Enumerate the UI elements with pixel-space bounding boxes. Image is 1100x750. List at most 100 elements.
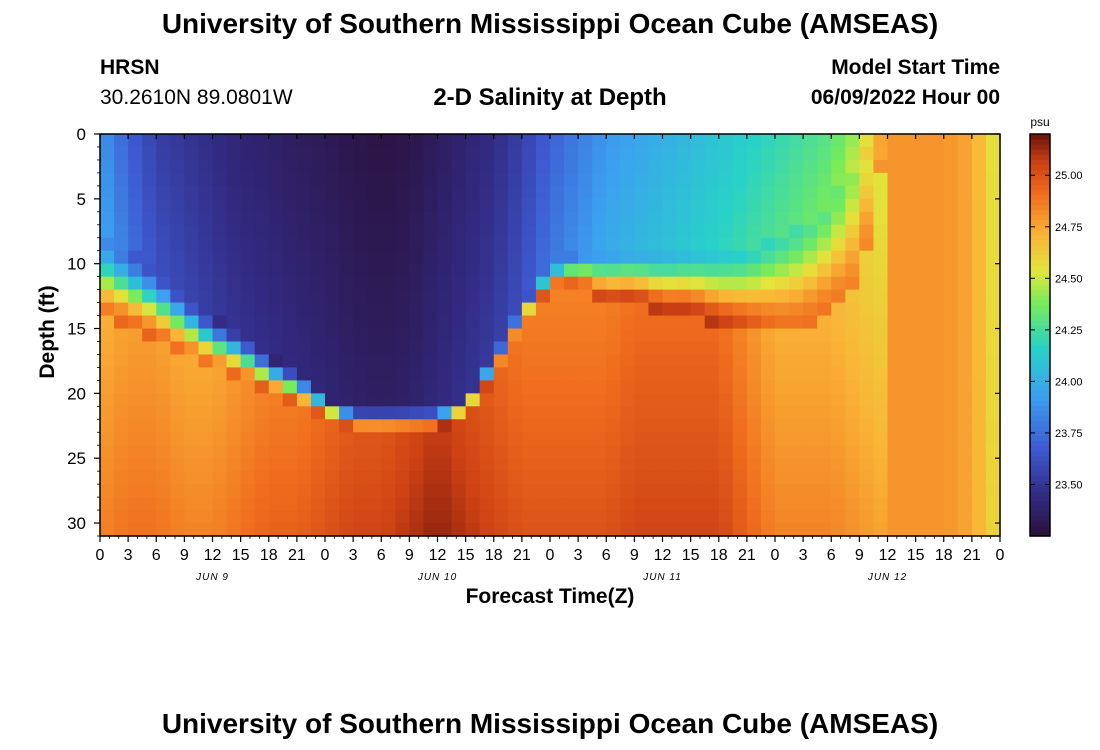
heatmap-cell xyxy=(339,134,354,148)
heatmap-cell xyxy=(831,185,846,200)
heatmap-cell xyxy=(282,263,298,278)
heatmap-cell xyxy=(929,198,945,213)
heatmap-cell xyxy=(521,237,537,252)
heatmap-cell xyxy=(381,432,396,446)
colorbar-cell xyxy=(1030,525,1050,532)
heatmap-cell xyxy=(493,289,509,304)
heatmap-cell xyxy=(971,380,987,394)
heatmap-cell xyxy=(746,367,762,381)
heatmap-cell xyxy=(845,237,860,252)
heatmap-cell xyxy=(648,172,664,187)
heatmap-cell xyxy=(662,250,678,265)
heatmap-cell xyxy=(803,250,818,265)
heatmap-cell xyxy=(296,237,312,252)
heatmap-cell xyxy=(282,172,298,187)
heatmap-cell xyxy=(325,146,340,161)
heatmap-cell xyxy=(550,237,565,252)
heatmap-cell xyxy=(887,172,903,187)
heatmap-cell xyxy=(831,224,846,239)
heatmap-cell xyxy=(915,406,931,420)
heatmap-cell xyxy=(100,471,115,485)
heatmap-cell xyxy=(395,198,410,213)
heatmap-cell xyxy=(803,185,818,200)
heatmap-cell xyxy=(142,172,157,187)
heatmap-cell xyxy=(634,263,650,278)
heatmap-cell xyxy=(971,146,987,161)
heatmap-cell xyxy=(381,289,396,304)
heatmap-cell xyxy=(550,134,565,148)
heatmap-cell xyxy=(704,406,720,420)
heatmap-cell xyxy=(184,172,200,187)
heatmap-cell xyxy=(732,406,748,420)
heatmap-cell xyxy=(803,328,818,343)
heatmap-cell xyxy=(465,484,481,498)
heatmap-cell xyxy=(184,224,200,239)
heatmap-cell xyxy=(760,315,776,330)
heatmap-cell xyxy=(760,432,776,446)
heatmap-cell xyxy=(521,146,537,161)
heatmap-cell xyxy=(310,458,326,472)
heatmap-cell xyxy=(198,134,214,148)
heatmap-cell xyxy=(212,523,228,537)
heatmap-cell xyxy=(985,458,1001,472)
y-tick-label: 0 xyxy=(77,125,86,144)
colorbar-cell xyxy=(1030,340,1050,346)
heatmap-cell xyxy=(550,263,565,278)
heatmap-cell xyxy=(170,237,185,252)
heatmap-cell xyxy=(915,341,931,356)
heatmap-cell xyxy=(310,159,326,174)
heatmap-cell xyxy=(831,406,846,420)
heatmap-cell xyxy=(128,510,143,524)
heatmap-cell xyxy=(564,497,579,511)
heatmap-cell xyxy=(957,250,973,265)
heatmap-cell xyxy=(662,276,678,291)
heatmap-cell xyxy=(212,302,228,317)
heatmap-cell xyxy=(606,341,621,356)
heatmap-cell xyxy=(296,172,312,187)
heatmap-cell xyxy=(690,250,706,265)
x-tick-label: 0 xyxy=(96,547,105,564)
colorbar-cell xyxy=(1030,159,1050,165)
heatmap-cell xyxy=(367,198,382,213)
heatmap-cell xyxy=(339,341,354,356)
heatmap-cell xyxy=(620,185,635,200)
heatmap-cell xyxy=(718,211,734,226)
heatmap-cell xyxy=(339,198,354,213)
heatmap-cell xyxy=(479,250,495,265)
heatmap-cell xyxy=(648,367,664,381)
heatmap-cell xyxy=(339,484,354,498)
heatmap-cell xyxy=(915,224,931,239)
heatmap-cell xyxy=(479,289,495,304)
heatmap-cell xyxy=(676,380,692,394)
heatmap-cell xyxy=(114,432,129,446)
colorbar-cell xyxy=(1030,284,1050,291)
heatmap-cell xyxy=(789,172,804,187)
heatmap-cell xyxy=(901,185,917,200)
heatmap-cell xyxy=(535,276,551,291)
heatmap-cell xyxy=(803,315,818,330)
heatmap-cell xyxy=(732,354,748,369)
heatmap-cell xyxy=(578,250,593,265)
heatmap-cell xyxy=(507,380,523,394)
x-tick-label: 6 xyxy=(827,547,836,564)
heatmap-cell xyxy=(409,341,425,356)
heatmap-cell xyxy=(634,510,650,524)
heatmap-cell xyxy=(128,432,143,446)
heatmap-cell xyxy=(901,406,917,420)
heatmap-cell xyxy=(690,523,706,537)
heatmap-cell xyxy=(564,484,579,498)
heatmap-cell xyxy=(564,380,579,394)
heatmap-cell xyxy=(901,237,917,252)
heatmap-cell xyxy=(465,289,481,304)
heatmap-cell xyxy=(732,497,748,511)
heatmap-cell xyxy=(943,328,959,343)
heatmap-cell xyxy=(550,315,565,330)
heatmap-cell xyxy=(746,510,762,524)
heatmap-cell xyxy=(339,276,354,291)
heatmap-cell xyxy=(240,289,256,304)
heatmap-cell xyxy=(198,302,214,317)
heatmap-cell xyxy=(606,354,621,369)
heatmap-cell xyxy=(535,250,551,265)
heatmap-cell xyxy=(957,302,973,317)
heatmap-cell xyxy=(296,328,312,343)
